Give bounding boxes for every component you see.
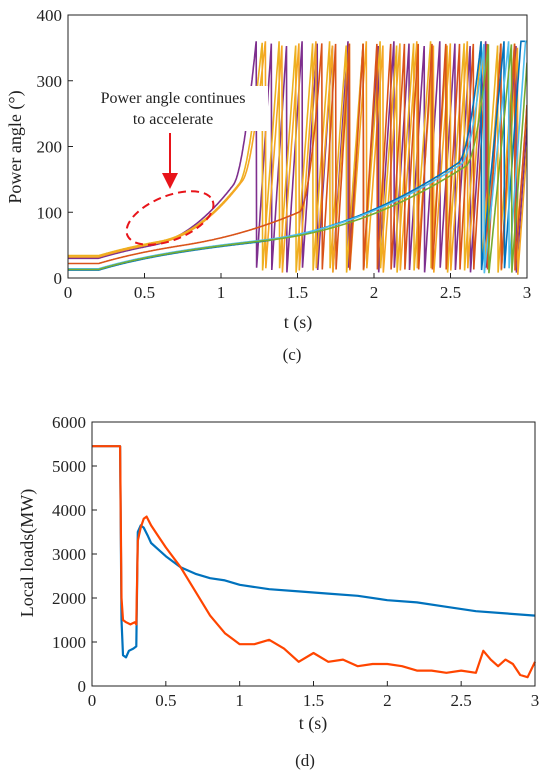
c-ylabel: Power angle (°) bbox=[5, 90, 26, 203]
d-xtick-label: 1 bbox=[235, 691, 244, 710]
c-ytick-label: 300 bbox=[37, 72, 63, 91]
c-plot-lines bbox=[68, 40, 527, 275]
c-xtick-label: 2.5 bbox=[440, 283, 461, 302]
d-panel-caption: (d) bbox=[295, 751, 315, 770]
c-annotation: Power angle continues to accelerate bbox=[78, 86, 268, 246]
d-plot-frame bbox=[91, 421, 536, 687]
d-xtick-label: 2 bbox=[383, 691, 392, 710]
chart-panel-c: 0 0.5 1 1.5 2 2.5 3 0 100 200 300 400 Power angle c… bbox=[5, 6, 531, 364]
d-ytick-label: 4000 bbox=[52, 501, 86, 520]
c-xtick-label: 0.5 bbox=[134, 283, 155, 302]
c-xtick-label: 1.5 bbox=[287, 283, 308, 302]
d-xtick-label: 3 bbox=[531, 691, 540, 710]
c-panel-caption: (c) bbox=[283, 345, 302, 364]
c-annotation-bg bbox=[78, 86, 268, 131]
c-axis-ticks: 0 0.5 1 1.5 2 2.5 3 0 100 200 300 400 bbox=[37, 6, 532, 302]
c-xtick-label: 3 bbox=[523, 283, 532, 302]
d-ytick-label: 1000 bbox=[52, 633, 86, 652]
c-annotation-text-line2: to accelerate bbox=[133, 111, 213, 128]
chart-panel-d: 0 0.5 1 1.5 2 2.5 3 0 1000 2000 3000 4000 5000 6000 L… bbox=[17, 413, 539, 770]
c-annotation-text-line1: Power angle continues bbox=[101, 90, 246, 107]
d-axis-ticks: 0 0.5 1 1.5 2 2.5 3 0 1000 2000 3000 4000 5000 6000 bbox=[52, 413, 539, 710]
c-series-line-3 bbox=[68, 43, 527, 271]
d-ylabel: Local loads(MW) bbox=[17, 489, 38, 617]
c-xtick-label: 1 bbox=[217, 283, 226, 302]
c-annotation-arrowhead bbox=[162, 173, 178, 189]
c-series-line-2 bbox=[68, 41, 527, 275]
d-ytick-label: 2000 bbox=[52, 589, 86, 608]
c-xtick-label: 0 bbox=[64, 283, 73, 302]
c-ytick-label: 0 bbox=[54, 269, 63, 288]
d-ytick-label: 5000 bbox=[52, 457, 86, 476]
d-xlabel: t (s) bbox=[299, 713, 328, 734]
d-series-line-0 bbox=[92, 445, 536, 659]
c-ytick-label: 200 bbox=[37, 138, 63, 157]
c-ytick-label: 400 bbox=[37, 6, 63, 25]
c-xtick-label: 2 bbox=[370, 283, 379, 302]
d-xtick-label: 0 bbox=[88, 691, 97, 710]
d-ytick-label: 6000 bbox=[52, 413, 86, 432]
d-ytick-label: 3000 bbox=[52, 545, 86, 564]
d-plot-lines bbox=[92, 445, 536, 679]
d-ytick-label: 0 bbox=[78, 677, 87, 696]
d-series-line-1 bbox=[92, 445, 536, 679]
c-series-line-6 bbox=[68, 44, 527, 274]
d-xtick-label: 0.5 bbox=[155, 691, 176, 710]
d-xtick-label: 2.5 bbox=[451, 691, 472, 710]
c-xlabel: t (s) bbox=[284, 312, 313, 333]
d-xtick-label: 1.5 bbox=[303, 691, 324, 710]
c-ytick-label: 100 bbox=[37, 203, 63, 222]
c-annotation-ellipse bbox=[125, 190, 215, 246]
